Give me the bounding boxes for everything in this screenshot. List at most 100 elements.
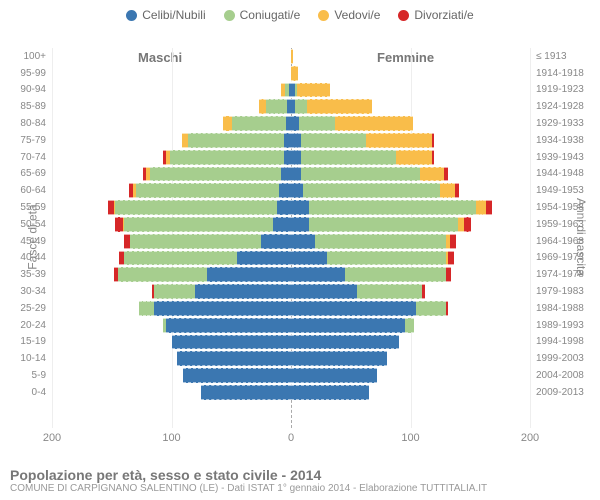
bar-segment-celibi: [237, 251, 291, 266]
bar-females: [291, 351, 387, 366]
age-group-label: 55-59: [20, 202, 46, 213]
bar-females: [291, 133, 434, 148]
bar-segment-coniugati: [416, 301, 446, 316]
bar-segment-coniugati: [345, 267, 447, 282]
bar-males: [259, 99, 291, 114]
legend-label: Divorziati/e: [414, 8, 473, 22]
bar-females: [291, 284, 425, 299]
bar-females: [291, 301, 448, 316]
birth-year-label: 1979-1983: [536, 286, 584, 297]
bar-segment-coniugati: [124, 251, 238, 266]
x-axis-tick: 100: [162, 432, 180, 444]
bar-segment-coniugati: [309, 217, 458, 232]
legend-swatch: [398, 10, 409, 21]
bar-segment-divorziati: [446, 301, 447, 316]
birth-year-label: 1954-1958: [536, 202, 584, 213]
pyramid-row: 100+≤ 1913: [52, 49, 530, 64]
bar-segment-vedovi: [291, 49, 293, 64]
bar-segment-celibi: [154, 301, 291, 316]
bar-segment-coniugati: [118, 267, 208, 282]
legend-item: Vedovi/e: [318, 8, 380, 22]
bar-segment-celibi: [284, 150, 291, 165]
bar-segment-divorziati: [432, 133, 434, 148]
birth-year-label: 1934-1938: [536, 135, 584, 146]
bar-segment-coniugati: [327, 251, 447, 266]
bar-segment-celibi: [166, 318, 291, 333]
pyramid-row: 40-441969-1973: [52, 251, 530, 266]
age-group-label: 25-29: [20, 303, 46, 314]
bar-segment-coniugati: [232, 116, 286, 131]
pyramid-row: 25-291984-1988: [52, 301, 530, 316]
birth-year-label: 1994-1998: [536, 336, 584, 347]
bar-males: [223, 116, 291, 131]
legend-item: Coniugati/e: [224, 8, 301, 22]
bar-segment-coniugati: [170, 150, 284, 165]
bar-males: [177, 351, 291, 366]
bar-segment-celibi: [291, 234, 315, 249]
bar-segment-celibi: [281, 167, 291, 182]
age-group-label: 45-49: [20, 236, 46, 247]
bar-segment-coniugati: [136, 183, 279, 198]
bar-segment-celibi: [291, 368, 377, 383]
legend-label: Vedovi/e: [334, 8, 380, 22]
bar-segment-celibi: [273, 217, 291, 232]
birth-year-label: 1984-1988: [536, 303, 584, 314]
bar-segment-celibi: [291, 150, 301, 165]
bar-segment-divorziati: [486, 200, 492, 215]
age-group-label: 40-44: [20, 252, 46, 263]
bar-segment-celibi: [291, 200, 309, 215]
bar-segment-celibi: [284, 133, 291, 148]
bar-males: [281, 83, 291, 98]
age-group-label: 85-89: [20, 101, 46, 112]
bar-segment-vedovi: [440, 183, 454, 198]
age-group-label: 100+: [23, 51, 46, 62]
legend-label: Celibi/Nubili: [142, 8, 205, 22]
chart-title: Popolazione per età, sesso e stato civil…: [10, 467, 487, 483]
bar-males: [124, 234, 291, 249]
age-group-label: 10-14: [20, 353, 46, 364]
bar-segment-divorziati: [450, 234, 456, 249]
age-group-label: 75-79: [20, 135, 46, 146]
bar-segment-coniugati: [154, 284, 196, 299]
bar-segment-celibi: [277, 200, 291, 215]
bar-segment-coniugati: [315, 234, 446, 249]
bar-males: [182, 133, 291, 148]
legend-label: Coniugati/e: [240, 8, 301, 22]
birth-year-label: 1974-1978: [536, 269, 584, 280]
bar-segment-vedovi: [366, 133, 432, 148]
pyramid-row: 15-191994-1998: [52, 335, 530, 350]
bar-females: [291, 99, 372, 114]
bar-segment-coniugati: [124, 217, 273, 232]
column-headers: Maschi Femmine: [0, 22, 600, 42]
x-axis-tick: 200: [521, 432, 539, 444]
bar-segment-celibi: [291, 133, 301, 148]
bar-males: [114, 267, 291, 282]
bar-segment-coniugati: [301, 167, 421, 182]
legend: Celibi/Nubili Coniugati/e Vedovi/e Divorzia…: [0, 0, 600, 22]
bar-segment-coniugati: [299, 116, 335, 131]
plot-area: 100+≤ 191395-991914-191890-941919-192385…: [52, 48, 530, 428]
bar-females: [291, 251, 454, 266]
bar-females: [291, 83, 330, 98]
bar-males: [108, 200, 291, 215]
pyramid-row: 35-391974-1978: [52, 267, 530, 282]
bar-segment-celibi: [291, 217, 309, 232]
bar-segment-vedovi: [297, 83, 330, 98]
bar-segment-coniugati: [303, 183, 440, 198]
age-group-label: 50-54: [20, 219, 46, 230]
bar-females: [291, 368, 377, 383]
bar-segment-celibi: [177, 351, 291, 366]
birth-year-label: 1989-1993: [536, 320, 584, 331]
pyramid-row: 10-141999-2003: [52, 351, 530, 366]
bar-males: [163, 150, 291, 165]
birth-year-label: 1914-1918: [536, 68, 584, 79]
bar-females: [291, 150, 434, 165]
pyramid-row: 65-691944-1948: [52, 167, 530, 182]
bar-females: [291, 267, 451, 282]
bar-segment-celibi: [291, 167, 301, 182]
chart-subtitle: COMUNE DI CARPIGNANO SALENTINO (LE) - Da…: [10, 483, 487, 494]
bar-segment-divorziati: [464, 217, 471, 232]
bar-segment-vedovi: [223, 116, 233, 131]
bar-segment-celibi: [261, 234, 291, 249]
bar-males: [129, 183, 291, 198]
